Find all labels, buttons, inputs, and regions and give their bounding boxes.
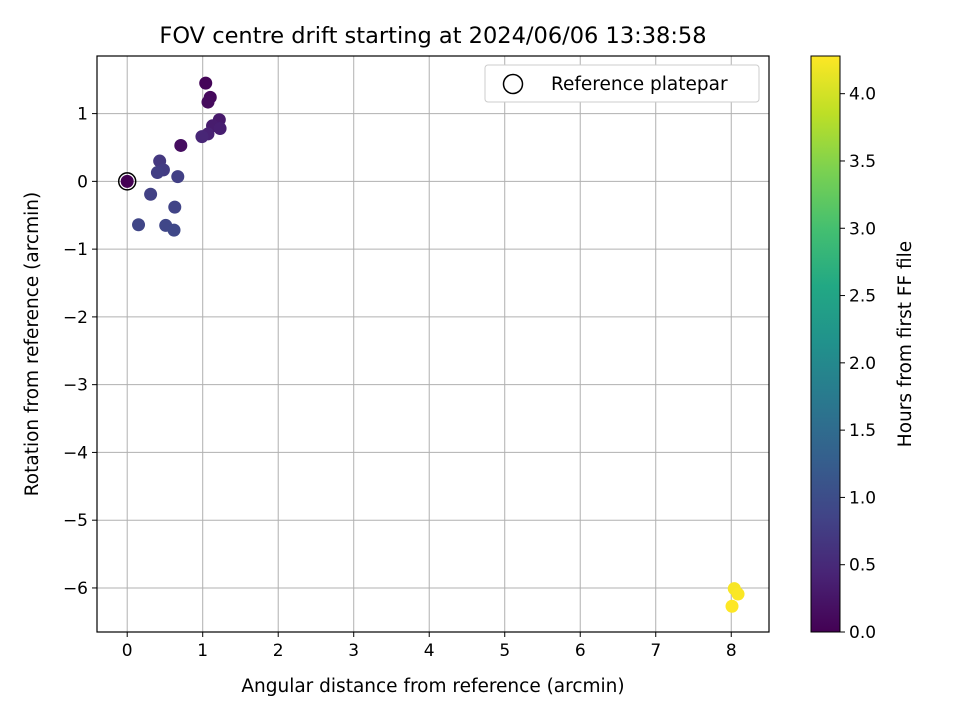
- scatter-point: [144, 187, 158, 201]
- x-tick-label: 3: [348, 641, 359, 661]
- scatter-point: [199, 76, 213, 90]
- colorbar-tick-label: 3.5: [849, 152, 876, 172]
- scatter-point: [731, 587, 745, 601]
- x-axis-label: Angular distance from reference (arcmin): [241, 676, 624, 697]
- x-tick-label: 2: [273, 641, 284, 661]
- colorbar-tick-label: 1.0: [849, 488, 876, 508]
- colorbar-tick-label: 0.5: [849, 556, 876, 576]
- plot-background: [97, 56, 769, 632]
- legend-marker: [502, 73, 524, 95]
- plot-frame: [96, 55, 770, 633]
- x-tick-label: 6: [575, 641, 586, 661]
- colorbar-tick-label: 4.0: [849, 85, 876, 105]
- scatter-point: [213, 122, 227, 136]
- colorbar: 0.0 0.5 1.0 1.5 2.0 2.5 3.0 3.5 4.0 Hours from f…: [810, 55, 916, 643]
- scatter-point: [120, 174, 134, 188]
- colorbar-tick-label: 0.0: [849, 623, 876, 643]
- reference-platepar-marker: [117, 172, 137, 191]
- y-tick-label: −1: [63, 240, 88, 260]
- x-tick-label: 1: [197, 641, 208, 661]
- colorbar-tick-label: 3.0: [849, 219, 876, 239]
- y-tick-label: −4: [63, 443, 88, 463]
- colorbar-label: Hours from first FF file: [895, 241, 916, 447]
- x-tick-label: 8: [726, 641, 737, 661]
- scatter-point: [167, 223, 181, 237]
- x-tick-label: 5: [499, 641, 510, 661]
- y-tick-label: −6: [63, 579, 88, 599]
- chart-title: FOV centre drift starting at 2024/06/06 …: [159, 23, 706, 49]
- x-tick-label: 4: [424, 641, 435, 661]
- x-tick-label: 7: [650, 641, 661, 661]
- colorbar-gradient: [810, 55, 841, 633]
- scatter-points: [120, 76, 745, 613]
- scatter-point: [150, 166, 164, 180]
- x-axis-ticks: 0 1 2 3 4 5 6 7 8: [122, 632, 737, 661]
- scatter-point: [168, 200, 182, 214]
- y-tick-label: −3: [63, 376, 88, 396]
- legend: Reference platepar: [484, 64, 760, 103]
- y-axis-label: Rotation from reference (arcmin): [22, 192, 43, 496]
- legend-entry-reference-platepar: Reference platepar: [551, 74, 728, 95]
- scatter-point: [201, 95, 215, 109]
- scatter-point: [132, 218, 146, 232]
- y-tick-label: 1: [77, 105, 88, 125]
- y-tick-label: −5: [63, 511, 88, 531]
- x-tick-label: 0: [122, 641, 133, 661]
- scatter-point: [195, 130, 209, 144]
- colorbar-tick-label: 1.5: [849, 421, 876, 441]
- scatter-point: [174, 138, 188, 152]
- y-axis-ticks: 1 0 −1 −2 −3 −4 −5 −6: [63, 105, 97, 599]
- grid: [97, 56, 769, 632]
- colorbar-tick-label: 2.0: [849, 354, 876, 374]
- y-tick-label: −2: [63, 308, 88, 328]
- legend-box: [484, 64, 760, 103]
- scatter-point: [171, 170, 185, 184]
- colorbar-ticks: 0.0 0.5 1.0 1.5 2.0 2.5 3.0 3.5 4.0: [840, 85, 876, 643]
- y-tick-label: 0: [77, 172, 88, 192]
- scatter-point: [725, 599, 739, 613]
- colorbar-tick-label: 2.5: [849, 287, 876, 307]
